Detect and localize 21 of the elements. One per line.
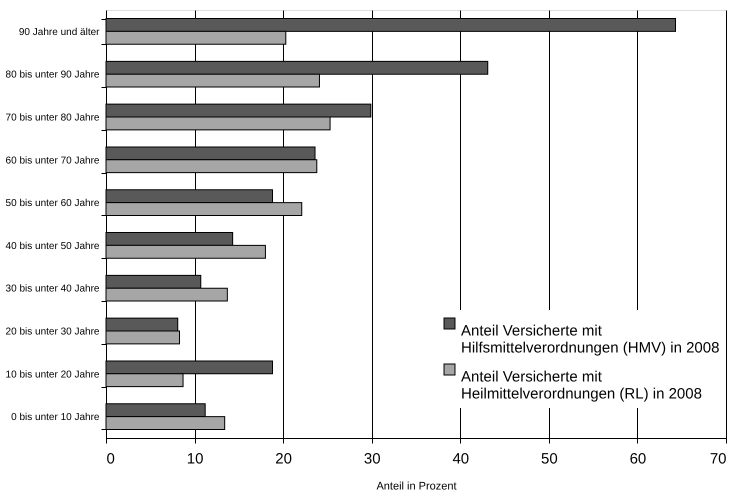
- x-tick-label: 70: [710, 450, 726, 468]
- x-tick-label: 10: [186, 450, 204, 468]
- legend-label: Anteil Versicherte mit Heilmittelverordnungen (RL) in 2008: [461, 368, 702, 402]
- y-tick-label: 40 bis unter 50 Jahre: [6, 240, 100, 252]
- y-tick-label: 30 bis unter 40 Jahre: [6, 284, 100, 295]
- x-tick-label: 30: [364, 450, 381, 468]
- y-tick-label: 50 bis unter 60 Jahre: [6, 198, 100, 210]
- x-tick-label: 60: [630, 450, 646, 468]
- y-tick-label: 70 bis unter 80 Jahre: [6, 112, 100, 124]
- x-axis-title: Anteil in Prozent: [376, 480, 457, 492]
- legend-label: Anteil Versicherte mit Hilfsmittelverordnungen (HMV) in 2008: [461, 322, 720, 356]
- y-tick-label: 20 bis unter 30 Jahre: [6, 326, 100, 338]
- y-tick-label: 0 bis unter 10 Jahre: [11, 412, 100, 424]
- x-tick-label: 0: [106, 450, 115, 468]
- y-tick-label: 80 bis unter 90 Jahre: [6, 70, 100, 81]
- x-tick-label: 40: [452, 450, 470, 468]
- y-tick-label: 10 bis unter 20 Jahre: [6, 369, 100, 380]
- x-tick-label: 50: [541, 450, 558, 468]
- x-tick-label: 20: [275, 450, 292, 468]
- y-tick-label: 90 Jahre und älter: [18, 26, 100, 38]
- y-tick-label: 60 bis unter 70 Jahre: [6, 155, 100, 166]
